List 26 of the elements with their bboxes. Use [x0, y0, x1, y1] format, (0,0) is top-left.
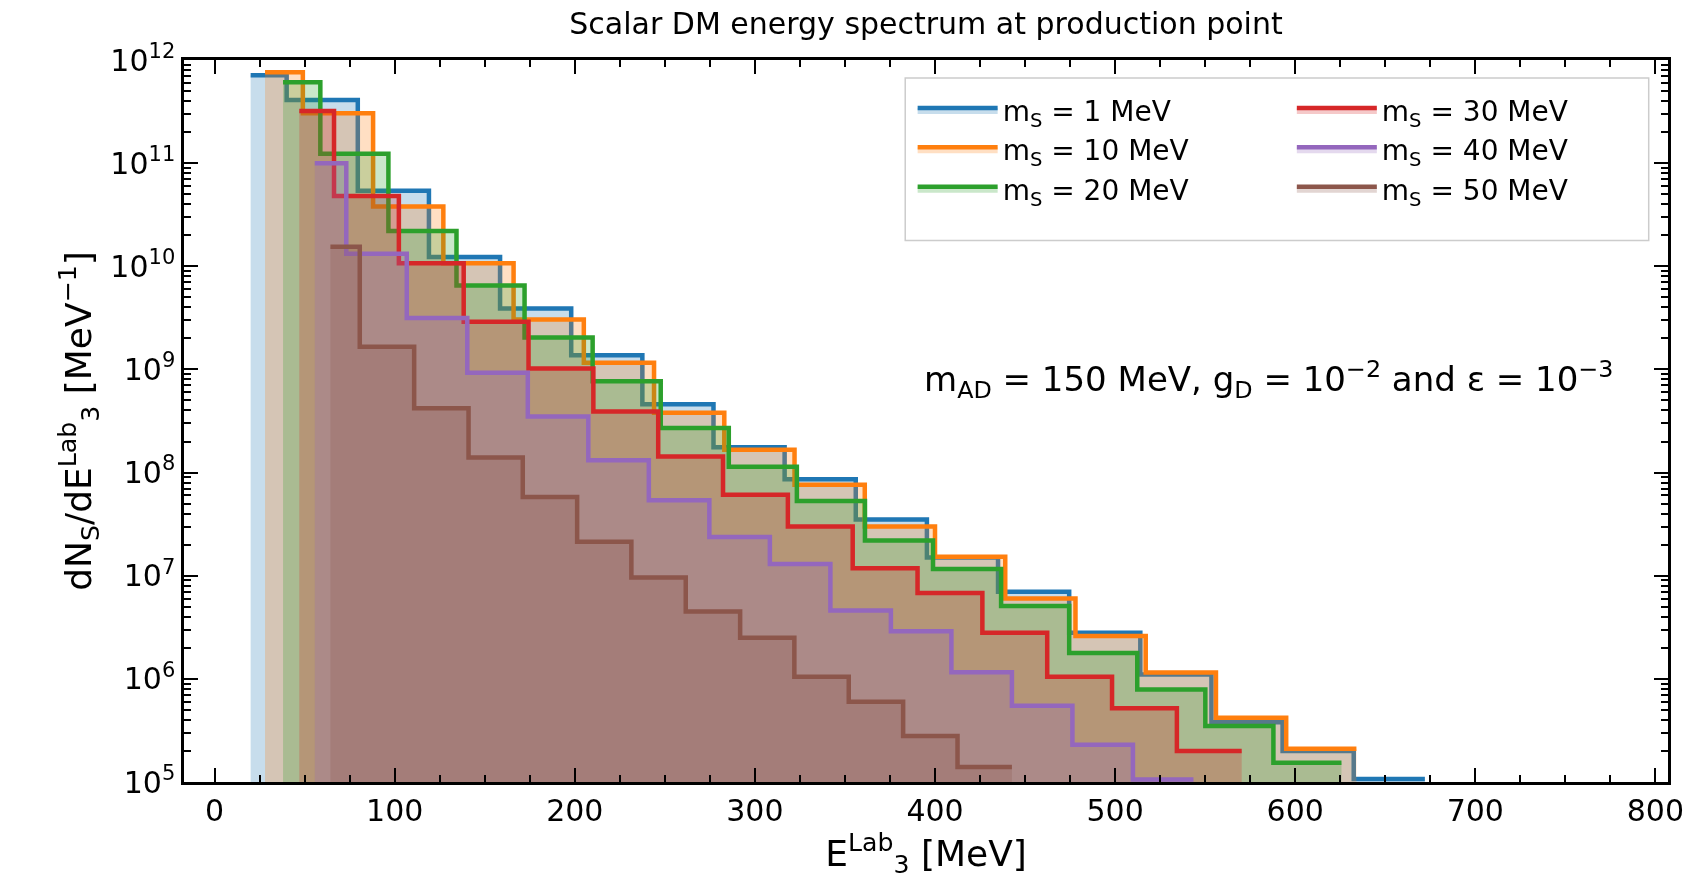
x-tick-label: 500 [1086, 792, 1144, 828]
x-tick-label: 100 [366, 792, 424, 828]
y-tick-label: 10$^{6}$ [123, 657, 176, 697]
legend-label: m$_{S}$ = 20 MeV [1002, 173, 1189, 211]
annotation: m$_{AD}$ = 150 MeV, g$_{D}$ = 10$^{−2}$ and ε = 10$^{−3}$ [924, 355, 1614, 405]
x-tick-label: 300 [726, 792, 784, 828]
y-tick-label: 10$^{10}$ [110, 245, 176, 284]
y-tick-label: 10$^{9}$ [123, 348, 176, 387]
y-tick-label: 10$^{11}$ [110, 142, 176, 181]
legend-label: m$_{S}$ = 30 MeV [1381, 94, 1568, 132]
y-tick-label: 10$^{5}$ [123, 760, 176, 800]
y-tick-label: 10$^{7}$ [123, 554, 176, 594]
y-tick-label: 10$^{8}$ [123, 451, 176, 491]
x-tick-label: 0 [205, 792, 225, 828]
legend-label: m$_{S}$ = 10 MeV [1002, 134, 1189, 172]
x-tick-label: 400 [906, 792, 964, 828]
legend-label: m$_{S}$ = 1 MeV [1002, 94, 1171, 132]
x-axis-title: E$^{Lab}$$_{3}$ [MeV] [825, 827, 1027, 880]
x-tick-label: 800 [1626, 792, 1685, 828]
x-tick-label: 200 [546, 792, 604, 828]
x-tick-label: 700 [1446, 792, 1504, 828]
legend-label: m$_{S}$ = 50 MeV [1381, 173, 1568, 211]
chart-title: Scalar DM energy spectrum at production point [569, 6, 1283, 42]
x-tick-label: 600 [1266, 792, 1324, 828]
y-tick-label: 10$^{12}$ [110, 38, 176, 78]
legend-label: m$_{S}$ = 40 MeV [1381, 134, 1568, 172]
